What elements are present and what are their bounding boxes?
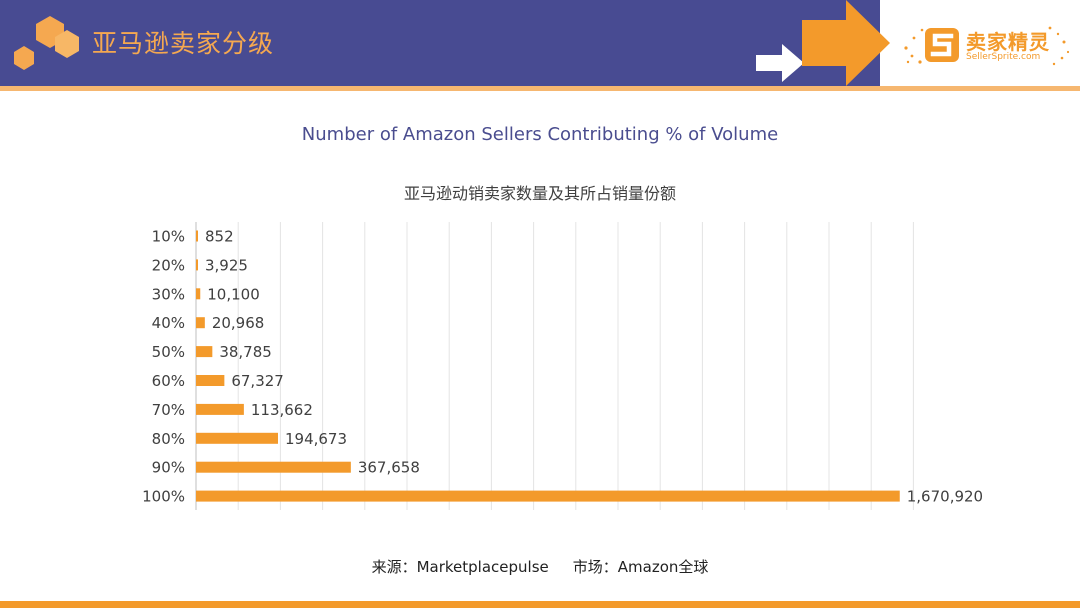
- hexagon-medium-icon: [55, 30, 79, 58]
- chart-data-label: 194,673: [285, 430, 347, 448]
- orange-arrow-icon: [802, 0, 890, 86]
- chart-data-label: 367,658: [358, 459, 420, 477]
- chart-data-label: 852: [205, 228, 234, 246]
- hexagon-cluster-icon: [14, 16, 79, 70]
- chart-data-label: 38,785: [219, 343, 272, 361]
- chart-bar: [196, 461, 351, 473]
- page-title: 亚马逊卖家分级: [92, 29, 275, 58]
- chart-data-label: 113,662: [251, 401, 313, 419]
- chart-category-label: 80%: [152, 430, 185, 448]
- source-note: 来源：Marketplacepulse 市场：Amazon全球: [0, 556, 1080, 577]
- logo-text-cn: 卖家精灵: [966, 30, 1050, 54]
- chart-category-label: 30%: [152, 285, 185, 303]
- chart-data-label: 3,925: [205, 256, 248, 274]
- header-underline: [0, 86, 1080, 91]
- chart-bar: [196, 432, 278, 444]
- chart-bar: [196, 375, 225, 386]
- chart-bar: [196, 259, 198, 271]
- chart-data-labels: 852 3,925 10,100 20,968 38,785 67,327 113,662 1…: [205, 228, 983, 506]
- chart-category-label: 60%: [152, 372, 185, 390]
- sellersprite-logo-icon: [904, 26, 1070, 66]
- chart-category-label: 90%: [152, 459, 185, 477]
- chart-category-label: 40%: [152, 314, 185, 332]
- chart-bar: [196, 288, 201, 300]
- chart-data-label: 10,100: [207, 285, 260, 303]
- chart-category-label: 70%: [152, 401, 185, 419]
- chart-data-label: 1,670,920: [907, 488, 983, 506]
- chart-category-label: 10%: [152, 228, 185, 246]
- chart-category-label: 50%: [152, 343, 185, 361]
- source-label: 来源：Marketplacepulse: [371, 558, 549, 576]
- chart-bar: [196, 317, 205, 329]
- chart-gridlines: [195, 222, 914, 510]
- logo-text-en: SellerSprite.com: [966, 52, 1041, 62]
- hexagon-small-icon: [14, 46, 34, 70]
- chart-bar: [196, 490, 900, 502]
- chart-data-label: 20,968: [212, 314, 265, 332]
- chart-bar: [196, 346, 213, 358]
- chart-category-labels: 10% 20% 30% 40% 50% 60% 70% 80% 90% 100%: [142, 228, 185, 506]
- market-label: 市场：Amazon全球: [572, 558, 709, 576]
- chart-bars: [196, 230, 900, 502]
- chart-category-label: 20%: [152, 256, 185, 274]
- chart-title: Number of Amazon Sellers Contributing % …: [301, 124, 779, 145]
- chart-subtitle: 亚马逊动销卖家数量及其所占销量份额: [403, 184, 676, 203]
- chart-bar: [196, 230, 198, 242]
- white-arrow-icon: [756, 44, 804, 82]
- chart-data-label: 67,327: [231, 372, 284, 390]
- chart-bar: [196, 403, 244, 415]
- header: 亚马逊卖家分级 卖家精灵 SellerSprite.com: [0, 0, 1080, 92]
- header-band: [0, 0, 880, 86]
- bottom-accent-bar: [0, 601, 1080, 608]
- chart-category-label: 100%: [142, 488, 185, 506]
